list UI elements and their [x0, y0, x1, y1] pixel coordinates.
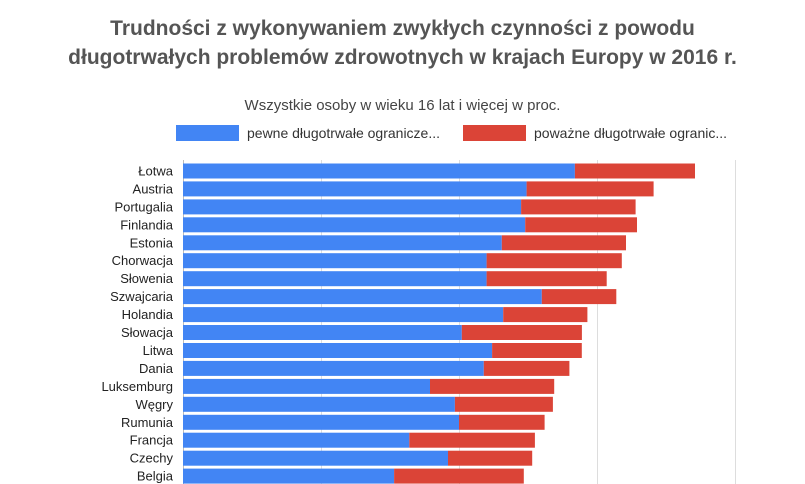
bar-some-10[interactable] [183, 343, 493, 358]
legend-swatch-some-limitations [176, 125, 239, 141]
bar-some-14[interactable] [183, 414, 459, 430]
bar-severe-17[interactable] [394, 468, 524, 484]
category-label-13: Węgry [135, 397, 173, 412]
category-label-10: Litwa [143, 343, 174, 358]
bar-severe-1[interactable] [526, 181, 654, 197]
legend-label-severe-limitations: poważne długotrwałe ogranic... [534, 125, 728, 141]
legend-item-some-limitations[interactable]: pewne długotrwałe ogranicze... [176, 125, 440, 141]
chart-subtitle: Wszystkie osoby w wieku 16 lat i więcej … [244, 97, 561, 114]
category-label-4: Estonia [130, 235, 174, 250]
category-label-2: Portugalia [114, 199, 173, 214]
category-label-5: Chorwacja [112, 253, 174, 268]
bar-severe-0[interactable] [574, 163, 695, 179]
bar-some-8[interactable] [183, 307, 504, 323]
bar-some-6[interactable] [183, 271, 487, 287]
bar-some-2[interactable] [183, 199, 522, 215]
bar-severe-2[interactable] [521, 199, 636, 215]
bar-some-5[interactable] [183, 253, 487, 269]
bar-some-12[interactable] [183, 378, 430, 394]
bars [183, 163, 695, 484]
bar-severe-11[interactable] [483, 360, 570, 376]
category-label-1: Austria [133, 181, 174, 196]
bar-some-9[interactable] [183, 325, 462, 340]
category-label-11: Dania [139, 361, 174, 376]
bar-some-11[interactable] [183, 360, 484, 376]
bar-severe-9[interactable] [461, 325, 582, 340]
bar-some-16[interactable] [183, 450, 448, 466]
category-label-7: Szwajcaria [110, 289, 174, 304]
category-label-15: Francja [130, 433, 174, 448]
bar-some-0[interactable] [183, 163, 575, 179]
bar-severe-16[interactable] [448, 450, 533, 466]
bar-severe-14[interactable] [459, 414, 545, 430]
category-label-12: Luksemburg [101, 379, 173, 394]
category-label-16: Czechy [130, 451, 174, 466]
category-labels: Łotwa Austria Portugalia Finlandia Estonia Ch… [101, 164, 173, 484]
bar-severe-6[interactable] [486, 271, 607, 287]
bar-severe-4[interactable] [501, 235, 626, 251]
category-label-17: Belgia [137, 469, 174, 484]
chart-title: Trudności z wykonywaniem zwykłych czynno… [0, 14, 805, 72]
chart-title-line-1: Trudności z wykonywaniem zwykłych czynno… [110, 17, 695, 40]
category-label-6: Słowenia [120, 271, 174, 286]
category-label-3: Finlandia [120, 217, 174, 232]
bar-severe-8[interactable] [503, 307, 588, 323]
bar-some-15[interactable] [183, 432, 410, 448]
bar-some-4[interactable] [183, 235, 502, 251]
legend-swatch-severe-limitations [463, 125, 526, 141]
bar-some-7[interactable] [183, 289, 542, 305]
bar-some-13[interactable] [183, 396, 455, 412]
bar-some-3[interactable] [183, 217, 526, 233]
bar-some-1[interactable] [183, 181, 527, 197]
bar-severe-7[interactable] [541, 289, 617, 305]
legend-label-some-limitations: pewne długotrwałe ogranicze... [247, 125, 441, 141]
legend-item-severe-limitations[interactable]: poważne długotrwałe ogranic... [463, 125, 727, 141]
bar-severe-13[interactable] [454, 396, 553, 412]
bar-severe-5[interactable] [486, 253, 622, 269]
bar-severe-15[interactable] [409, 432, 535, 448]
category-label-9: Słowacja [121, 325, 174, 340]
bar-severe-10[interactable] [492, 343, 582, 358]
bar-severe-3[interactable] [525, 217, 637, 233]
chart-title-line-2: długotrwałych problemów zdrowotnych w kr… [68, 46, 737, 69]
bar-some-17[interactable] [183, 468, 395, 484]
bar-severe-12[interactable] [430, 378, 555, 394]
category-label-14: Rumunia [121, 415, 174, 430]
category-label-8: Holandia [122, 307, 174, 322]
category-label-0: Łotwa [138, 164, 173, 179]
